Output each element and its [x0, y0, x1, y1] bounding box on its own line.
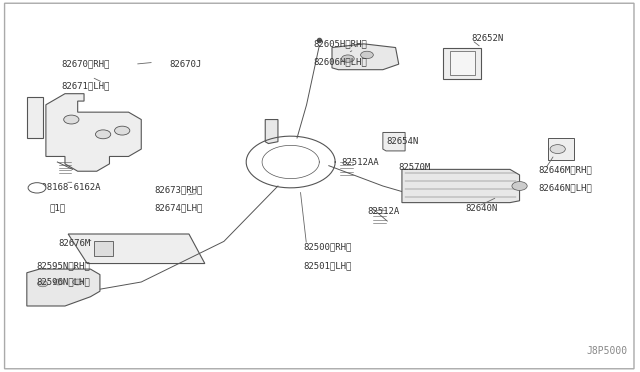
Polygon shape	[548, 138, 573, 160]
Circle shape	[95, 130, 111, 139]
Text: 82596N〈LH〉: 82596N〈LH〉	[36, 278, 90, 286]
Polygon shape	[46, 94, 141, 171]
Text: 82652N: 82652N	[472, 34, 504, 43]
Text: 82512A: 82512A	[367, 207, 399, 217]
Polygon shape	[444, 48, 481, 79]
Circle shape	[342, 55, 355, 62]
Polygon shape	[332, 44, 399, 70]
Circle shape	[54, 279, 64, 285]
Text: ©08168-6162A: ©08168-6162A	[36, 183, 101, 192]
Circle shape	[115, 126, 130, 135]
Text: 82512AA: 82512AA	[342, 157, 379, 167]
Text: 82670〈RH〉: 82670〈RH〉	[62, 60, 110, 69]
Circle shape	[360, 51, 373, 59]
Polygon shape	[27, 97, 43, 138]
Text: 82605H〈RH〉: 82605H〈RH〉	[313, 39, 367, 48]
Text: （1）: （1）	[49, 203, 65, 213]
Text: 82670J: 82670J	[170, 60, 202, 69]
Polygon shape	[450, 51, 475, 75]
Text: 82501〈LH〉: 82501〈LH〉	[303, 261, 352, 270]
Polygon shape	[27, 269, 100, 306]
Text: 82646N〈LH〉: 82646N〈LH〉	[539, 183, 593, 192]
Circle shape	[550, 145, 565, 154]
Polygon shape	[383, 132, 405, 151]
Circle shape	[38, 281, 48, 287]
Text: 82500〈RH〉: 82500〈RH〉	[303, 243, 352, 251]
Polygon shape	[265, 119, 278, 144]
Circle shape	[72, 279, 83, 285]
Text: 82654N: 82654N	[386, 137, 419, 146]
Text: J8P5000: J8P5000	[586, 346, 627, 356]
Circle shape	[512, 182, 527, 190]
Polygon shape	[402, 169, 520, 203]
Text: 82646M〈RH〉: 82646M〈RH〉	[539, 165, 593, 174]
Text: 82595N〈RH〉: 82595N〈RH〉	[36, 261, 90, 270]
Text: 82606H〈LH〉: 82606H〈LH〉	[313, 58, 367, 67]
Text: 82671〈LH〉: 82671〈LH〉	[62, 82, 110, 91]
Text: 82640N: 82640N	[465, 203, 498, 213]
Text: 82570M: 82570M	[399, 163, 431, 172]
Circle shape	[64, 115, 79, 124]
Bar	[93, 241, 113, 256]
Polygon shape	[68, 234, 205, 263]
Circle shape	[28, 183, 46, 193]
Text: 82676M: 82676M	[59, 239, 91, 248]
Text: 82674〈LH〉: 82674〈LH〉	[154, 203, 202, 213]
Text: 82673〈RH〉: 82673〈RH〉	[154, 185, 202, 194]
